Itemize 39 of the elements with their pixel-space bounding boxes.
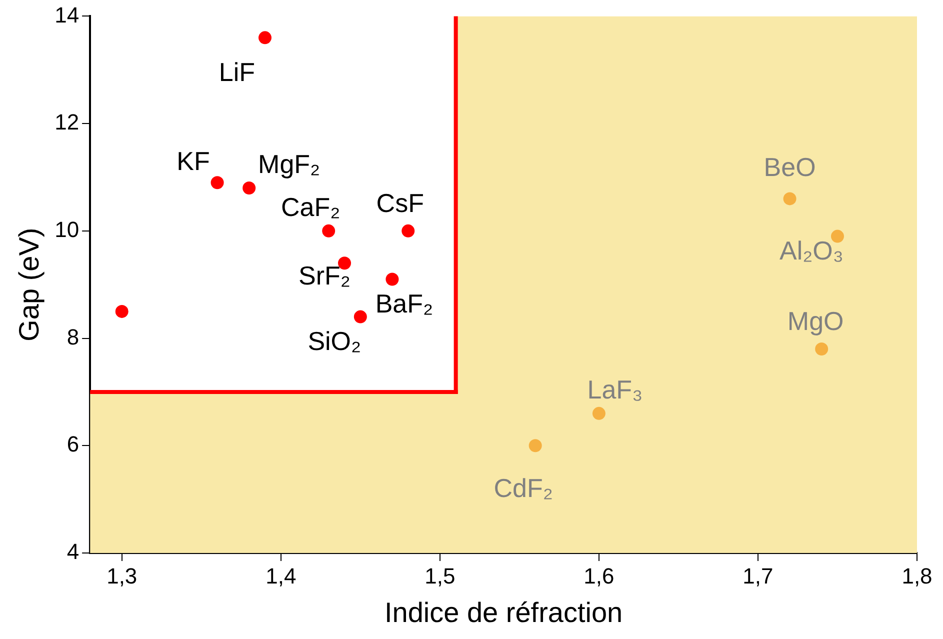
point xyxy=(402,224,415,238)
annotation: CdF₂ xyxy=(494,472,553,503)
y-tick-label: 14 xyxy=(54,2,80,28)
point xyxy=(322,224,336,238)
x-tick-label: 1,6 xyxy=(584,563,614,588)
annotation: BeO xyxy=(764,152,816,182)
x-tick-label: 1,8 xyxy=(902,563,932,588)
point xyxy=(210,176,224,190)
annotation: LiF xyxy=(218,56,256,87)
point xyxy=(115,304,128,318)
annotation: LaF₃ xyxy=(587,374,643,405)
annotation: BaF₂ xyxy=(375,288,434,318)
x-tick-label: 1,4 xyxy=(266,563,296,588)
x-tick-label: 1,7 xyxy=(742,563,774,588)
annotation: Al₂O₃ xyxy=(779,235,844,266)
point xyxy=(815,342,828,356)
point xyxy=(783,192,796,206)
annotation: SrF₂ xyxy=(298,260,351,290)
annotation: MgO xyxy=(787,306,844,336)
point xyxy=(592,406,606,420)
point xyxy=(528,439,542,452)
annotation: MgF₂ xyxy=(258,149,320,180)
point xyxy=(354,310,367,324)
y-tick-label: 12 xyxy=(54,110,80,135)
point xyxy=(258,31,272,44)
x-axis-title: Indice de réfraction xyxy=(384,596,623,628)
point xyxy=(242,181,256,194)
annotation: KF xyxy=(176,146,210,176)
annotation: CsF xyxy=(376,188,424,218)
x-tick-label: 1,5 xyxy=(424,563,456,588)
x-tick-label: 1,3 xyxy=(106,563,138,588)
annotation: CaF₂ xyxy=(281,192,340,222)
annotation: SiO₂ xyxy=(308,326,362,356)
y-tick-label: 4 xyxy=(66,539,80,564)
y-tick-label: 10 xyxy=(54,216,80,242)
y-tick-label: 6 xyxy=(66,432,80,457)
y-tick-label: 8 xyxy=(66,324,80,350)
point xyxy=(386,272,399,286)
y-axis-title: Gap (eV) xyxy=(14,228,45,342)
